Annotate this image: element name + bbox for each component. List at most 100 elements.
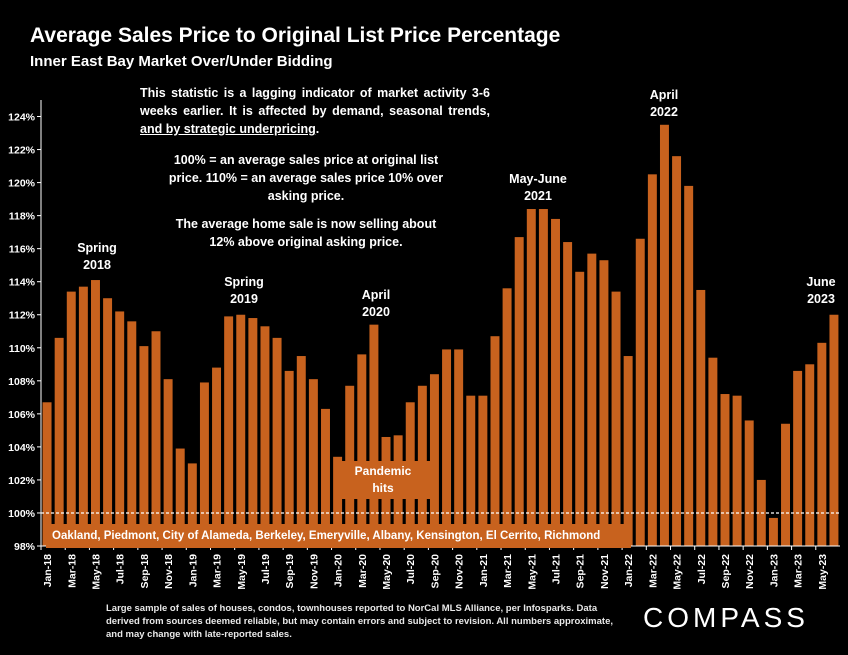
x-tick-label: Mar-22 — [647, 554, 659, 588]
bar-Mar-20 — [357, 354, 367, 546]
peak-label-may-june-2021: May-June 2021 — [498, 171, 578, 205]
bar-Aug-18 — [127, 321, 137, 546]
pandemic-hits-callout: Pandemic hits — [336, 461, 430, 499]
y-tick-label: 102% — [8, 475, 36, 487]
x-tick-label: Mar-19 — [212, 554, 224, 588]
x-tick-label: Jan-22 — [623, 554, 635, 587]
bar-May-22 — [672, 156, 682, 546]
bar-Apr-19 — [224, 316, 234, 546]
peak-label-line: 2019 — [230, 292, 258, 306]
bar-Oct-19 — [296, 356, 306, 546]
percentage-definition-note: 100% = an average sales price at origina… — [168, 153, 444, 203]
y-tick-label: 110% — [9, 343, 36, 355]
x-tick-label: Jul-22 — [696, 554, 708, 585]
peak-label-april-2020: April 2020 — [341, 287, 411, 321]
bar-Apr-22 — [659, 124, 669, 547]
x-tick-label: Mar-21 — [502, 554, 514, 588]
x-tick-label: Mar-18 — [66, 554, 78, 588]
y-tick-label: 116% — [9, 244, 36, 256]
bar-Oct-18 — [151, 331, 161, 546]
bar-Oct-20 — [442, 349, 452, 546]
x-tick-label: Mar-20 — [357, 554, 369, 588]
peak-label-line: Spring — [77, 241, 117, 255]
bar-Jun-19 — [248, 318, 258, 546]
peak-label-june-2023: June 2023 — [795, 274, 847, 308]
x-tick-label: Jan-21 — [478, 554, 490, 587]
x-tick-label: Nov-21 — [599, 554, 611, 589]
bar-Dec-21 — [611, 291, 621, 546]
bar-Jan-18 — [42, 402, 52, 546]
x-tick-label: May-20 — [381, 554, 393, 590]
y-tick-label: 112% — [9, 310, 36, 322]
bar-Nov-18 — [163, 379, 173, 546]
bar-Jul-19 — [260, 326, 270, 546]
bar-Mar-21 — [502, 288, 512, 546]
x-tick-label: Jan-18 — [42, 554, 54, 587]
peak-label-line: April — [649, 88, 679, 102]
peak-label-line: June — [806, 275, 836, 289]
bar-Feb-21 — [490, 336, 500, 546]
bar-Jul-22 — [696, 289, 706, 546]
bar-Feb-23 — [781, 423, 791, 546]
y-tick-label: 118% — [9, 211, 36, 223]
bar-Jul-18 — [115, 311, 125, 546]
peak-label-april-2022: April 2022 — [629, 87, 699, 121]
bar-Nov-21 — [599, 260, 609, 546]
bar-Jun-18 — [103, 298, 113, 546]
bar-Sep-20 — [429, 374, 439, 546]
x-tick-label: Jul-21 — [551, 554, 563, 585]
x-tick-label: Nov-20 — [454, 554, 466, 589]
bar-Sep-19 — [284, 370, 294, 546]
y-tick-label: 114% — [9, 277, 36, 289]
bar-May-19 — [236, 314, 246, 546]
bar-Jan-19 — [187, 463, 197, 546]
note-text: This statistic is a lagging indicator of… — [140, 86, 490, 118]
x-tick-label: Jan-23 — [768, 554, 780, 587]
bar-Oct-21 — [587, 253, 597, 546]
y-tick-label: 108% — [8, 376, 36, 388]
bar-Oct-22 — [732, 395, 742, 546]
y-tick-label: 100% — [8, 508, 36, 520]
bar-May-21 — [526, 209, 536, 546]
lagging-indicator-note: This statistic is a lagging indicator of… — [140, 84, 490, 138]
bar-Nov-22 — [744, 420, 754, 546]
current-average-note: The average home sale is now selling abo… — [175, 217, 437, 249]
x-tick-label: Jul-19 — [260, 554, 272, 585]
bar-May-18 — [90, 280, 100, 546]
bar-Nov-19 — [308, 379, 318, 546]
x-tick-label: Mar-23 — [793, 554, 805, 588]
y-tick-label: 124% — [8, 112, 36, 124]
x-tick-label: Jul-18 — [115, 554, 127, 585]
chart-subtitle: Inner East Bay Market Over/Under Bidding — [30, 53, 333, 70]
bar-Apr-21 — [514, 237, 524, 546]
bar-Feb-18 — [54, 337, 64, 546]
x-tick-label: Nov-22 — [744, 554, 756, 589]
bar-Jan-20 — [333, 456, 343, 546]
bar-Jul-21 — [551, 218, 560, 546]
market-areas-banner: Oakland, Piedmont, City of Alameda, Berk… — [46, 524, 631, 548]
bar-Sep-18 — [139, 346, 149, 546]
bar-Dec-19 — [321, 408, 330, 546]
bar-Dec-18 — [175, 448, 185, 546]
bar-Jan-23 — [768, 517, 778, 546]
bar-Dec-20 — [466, 395, 476, 546]
peak-label-line: April — [361, 288, 391, 302]
bar-Mar-23 — [793, 370, 803, 546]
bar-Feb-22 — [635, 238, 645, 546]
peak-label-line: Spring — [224, 275, 264, 289]
bar-Mar-18 — [66, 291, 76, 546]
peak-label-line: 2022 — [650, 105, 678, 119]
bar-Jun-23 — [829, 314, 839, 546]
bar-Jun-21 — [538, 209, 548, 546]
peak-label-line: 2021 — [524, 189, 552, 203]
note-underlined-text: and by strategic underpricing — [140, 122, 316, 136]
peak-label-spring-2019: Spring 2019 — [209, 274, 279, 308]
peak-label-line: May-June — [509, 172, 567, 186]
note-text: . — [315, 122, 320, 136]
bar-Aug-19 — [272, 337, 282, 546]
x-tick-label: May-23 — [817, 554, 829, 590]
bar-Apr-20 — [369, 324, 379, 546]
x-tick-label: Sep-19 — [284, 554, 296, 589]
x-tick-label: Sep-22 — [720, 554, 732, 589]
